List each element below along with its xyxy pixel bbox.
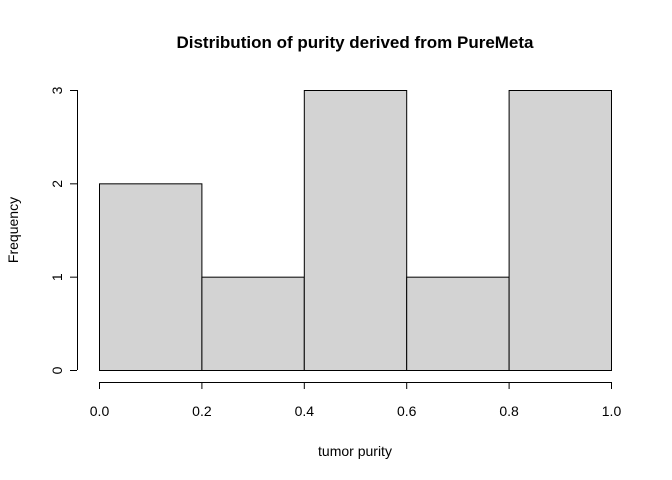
y-tick-label-3: 3: [49, 86, 65, 94]
histogram-bar-3: [406, 276, 510, 371]
x-tick-label-3: 0.6: [397, 403, 417, 419]
histogram-bar-0: [99, 183, 203, 371]
histogram-bar-1: [201, 276, 305, 371]
x-tick-label-0: 0.0: [90, 403, 110, 419]
histogram-bar-4: [508, 90, 613, 371]
x-tick-label-1: 0.2: [192, 403, 212, 419]
x-tick-label-5: 1.0: [602, 403, 622, 419]
chart-title: Distribution of purity derived from Pure…: [176, 33, 534, 52]
x-axis: 0.0 0.2 0.4 0.6 0.8 1.0: [90, 382, 622, 419]
x-tick-label-2: 0.4: [295, 403, 315, 419]
x-axis-label: tumor purity: [318, 443, 392, 459]
y-axis: 0 1 2 3: [49, 86, 78, 374]
y-axis-label: Frequency: [5, 197, 21, 263]
bars-group: [99, 90, 613, 371]
x-tick-label-4: 0.8: [499, 403, 519, 419]
y-tick-label-1: 1: [49, 273, 65, 281]
histogram-bar-2: [303, 90, 408, 371]
y-tick-label-2: 2: [49, 180, 65, 188]
y-tick-label-0: 0: [49, 366, 65, 374]
